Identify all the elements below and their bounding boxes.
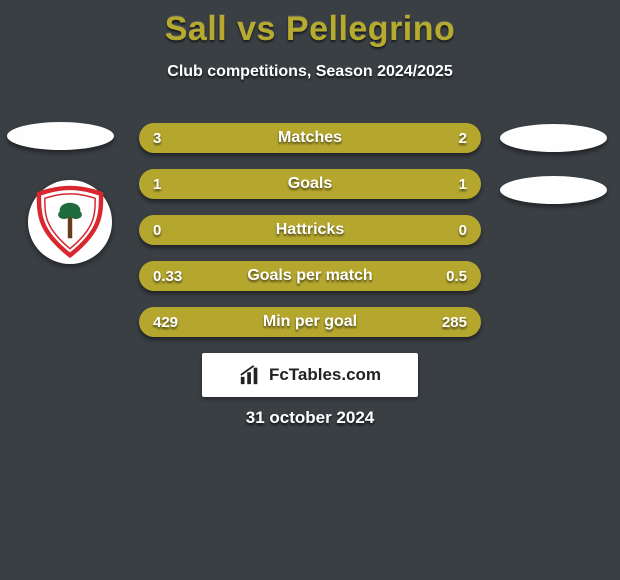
page-title: Sall vs Pellegrino — [0, 0, 620, 49]
stat-right-value: 2 — [459, 130, 467, 147]
stat-bar: 1Goals1 — [139, 169, 481, 199]
stat-bars-container: 3Matches2 1Goals1 0Hattricks0 0.33Goals per… — [139, 123, 481, 353]
brand-text: FcTables.com — [269, 365, 381, 385]
stat-right-value: 0.5 — [446, 268, 467, 285]
stat-bar: 429Min per goal285 — [139, 307, 481, 337]
stat-bar: 3Matches2 — [139, 123, 481, 153]
club-badge-left — [28, 180, 112, 264]
stat-bar: 0Hattricks0 — [139, 215, 481, 245]
player-right-ellipse-1 — [500, 124, 607, 152]
stat-label: Goals per match — [139, 267, 481, 285]
shield-icon — [33, 185, 107, 259]
bar-chart-icon — [239, 364, 261, 386]
stat-right-value: 1 — [459, 176, 467, 193]
player-right-ellipse-2 — [500, 176, 607, 204]
stat-label: Matches — [139, 129, 481, 147]
player-left-ellipse — [7, 122, 114, 150]
stat-bar: 0.33Goals per match0.5 — [139, 261, 481, 291]
stat-right-value: 0 — [459, 222, 467, 239]
subtitle: Club competitions, Season 2024/2025 — [0, 63, 620, 81]
stat-label: Hattricks — [139, 221, 481, 239]
brand-box: FcTables.com — [202, 353, 418, 397]
stat-label: Goals — [139, 175, 481, 193]
stat-label: Min per goal — [139, 313, 481, 331]
date-text: 31 october 2024 — [0, 408, 620, 428]
stat-right-value: 285 — [442, 314, 467, 331]
